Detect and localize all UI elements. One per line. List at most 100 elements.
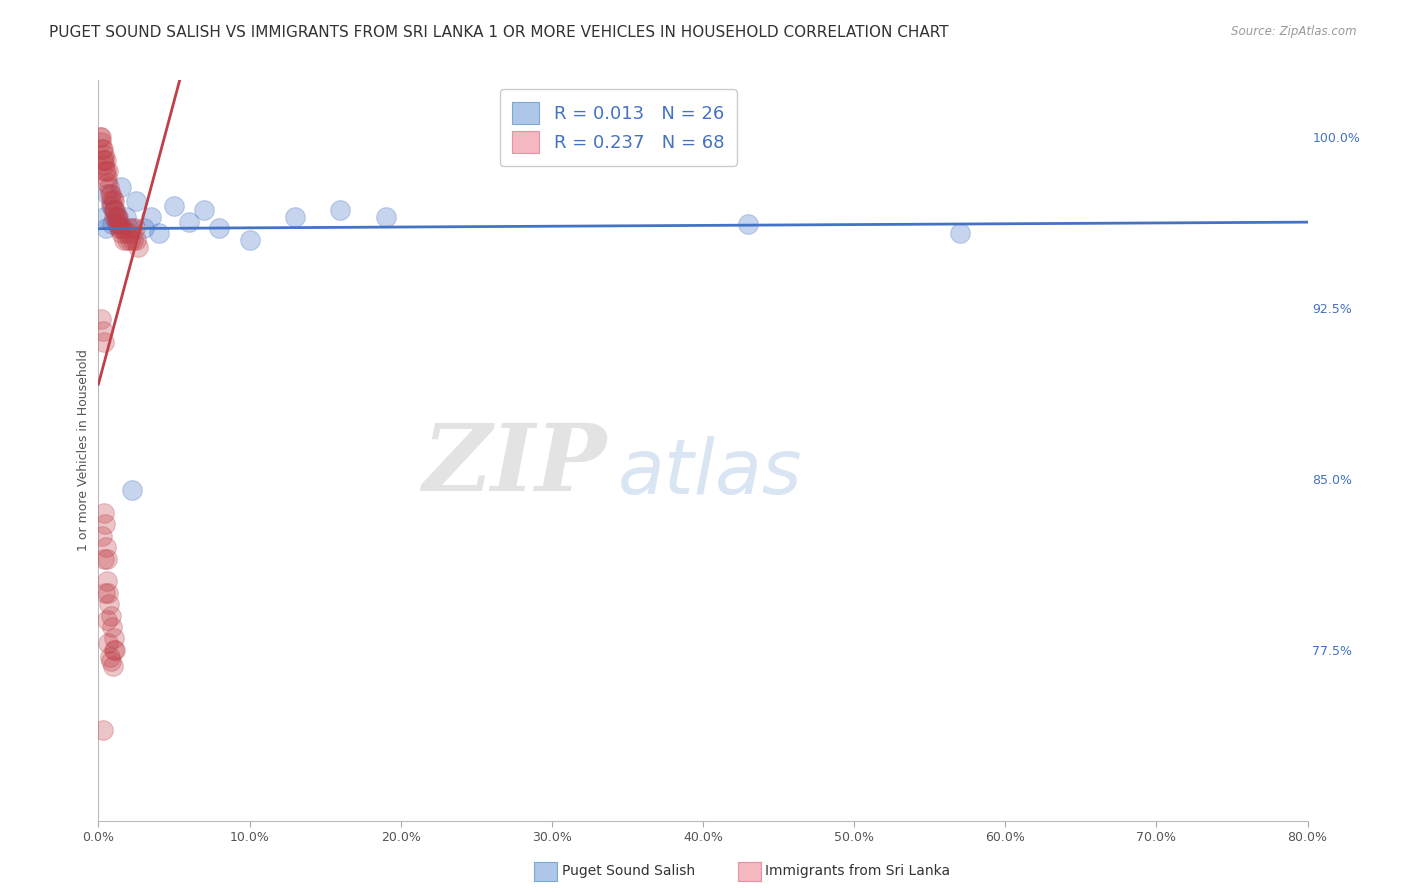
Point [115,233,138,247]
Point [127,239,149,253]
Point [103,203,125,218]
Point [98,187,121,202]
Point [94,164,117,178]
Point [96,171,118,186]
Point [108,217,131,231]
Point [91,324,114,338]
Point [104,210,127,224]
Point [103,642,125,657]
Point [97,636,120,650]
Point [112,233,135,247]
Text: Source: ZipAtlas.com: Source: ZipAtlas.com [1232,25,1357,38]
Point [239,233,262,247]
Point [208,221,231,235]
Point [93,551,115,566]
Point [114,226,136,240]
Point [94,517,117,532]
Point [97,164,120,178]
Point [90,135,112,149]
Point [148,226,170,240]
Text: PUGET SOUND SALISH VS IMMIGRANTS FROM SRI LANKA 1 OR MORE VEHICLES IN HOUSEHOLD : PUGET SOUND SALISH VS IMMIGRANTS FROM SR… [49,25,949,40]
Point [100,608,122,623]
Point [110,180,132,194]
Y-axis label: 1 or more Vehicles in Household: 1 or more Vehicles in Household [77,350,90,551]
Point [96,187,118,202]
Point [94,221,117,235]
Point [103,194,125,208]
Point [91,529,114,543]
Point [101,198,124,212]
Point [91,153,114,167]
Point [284,210,307,224]
Point [96,176,118,190]
Point [93,157,115,171]
Point [103,210,125,224]
Point [108,221,131,235]
Point [91,142,114,156]
Point [93,506,115,520]
Point [89,130,111,145]
Point [91,723,114,737]
Text: Immigrants from Sri Lanka: Immigrants from Sri Lanka [765,864,950,879]
Point [125,194,148,208]
Point [94,541,117,555]
Point [118,221,141,235]
Point [90,130,112,145]
Text: atlas: atlas [619,435,803,509]
Point [101,192,124,206]
Point [107,217,129,231]
Point [104,203,127,218]
Point [121,221,143,235]
Point [96,574,118,589]
Point [96,613,118,627]
Point [94,164,117,178]
Point [737,217,759,231]
Point [100,194,122,208]
Point [118,226,141,240]
Point [124,221,146,235]
Point [101,658,124,673]
Point [101,620,124,634]
Legend: R = 0.013   N = 26, R = 0.237   N = 68: R = 0.013 N = 26, R = 0.237 N = 68 [499,89,737,166]
Point [110,221,132,235]
Text: ZIP: ZIP [422,420,606,510]
Point [163,198,186,212]
Point [94,586,117,600]
Point [193,203,215,218]
Point [105,210,128,224]
Point [179,214,201,228]
Point [98,649,121,664]
Point [949,226,972,240]
Point [93,148,115,162]
Point [105,210,128,224]
Point [141,210,163,224]
Point [96,551,118,566]
Point [100,187,122,202]
Point [90,312,112,326]
Point [125,233,148,247]
Point [94,153,117,167]
Point [100,654,122,668]
Point [91,142,114,156]
Point [122,233,145,247]
Point [103,632,125,646]
Point [93,210,115,224]
Point [110,226,132,240]
Point [97,586,120,600]
Text: Puget Sound Salish: Puget Sound Salish [562,864,696,879]
Point [93,335,115,350]
Point [100,198,122,212]
Point [121,483,143,498]
Point [103,203,125,218]
Point [374,210,396,224]
Point [107,210,129,224]
Point [329,203,352,218]
Point [120,233,142,247]
Point [101,217,124,231]
Point [114,210,136,224]
Point [98,597,121,611]
Point [105,217,128,231]
Point [98,180,121,194]
Point [104,642,127,657]
Point [132,221,155,235]
